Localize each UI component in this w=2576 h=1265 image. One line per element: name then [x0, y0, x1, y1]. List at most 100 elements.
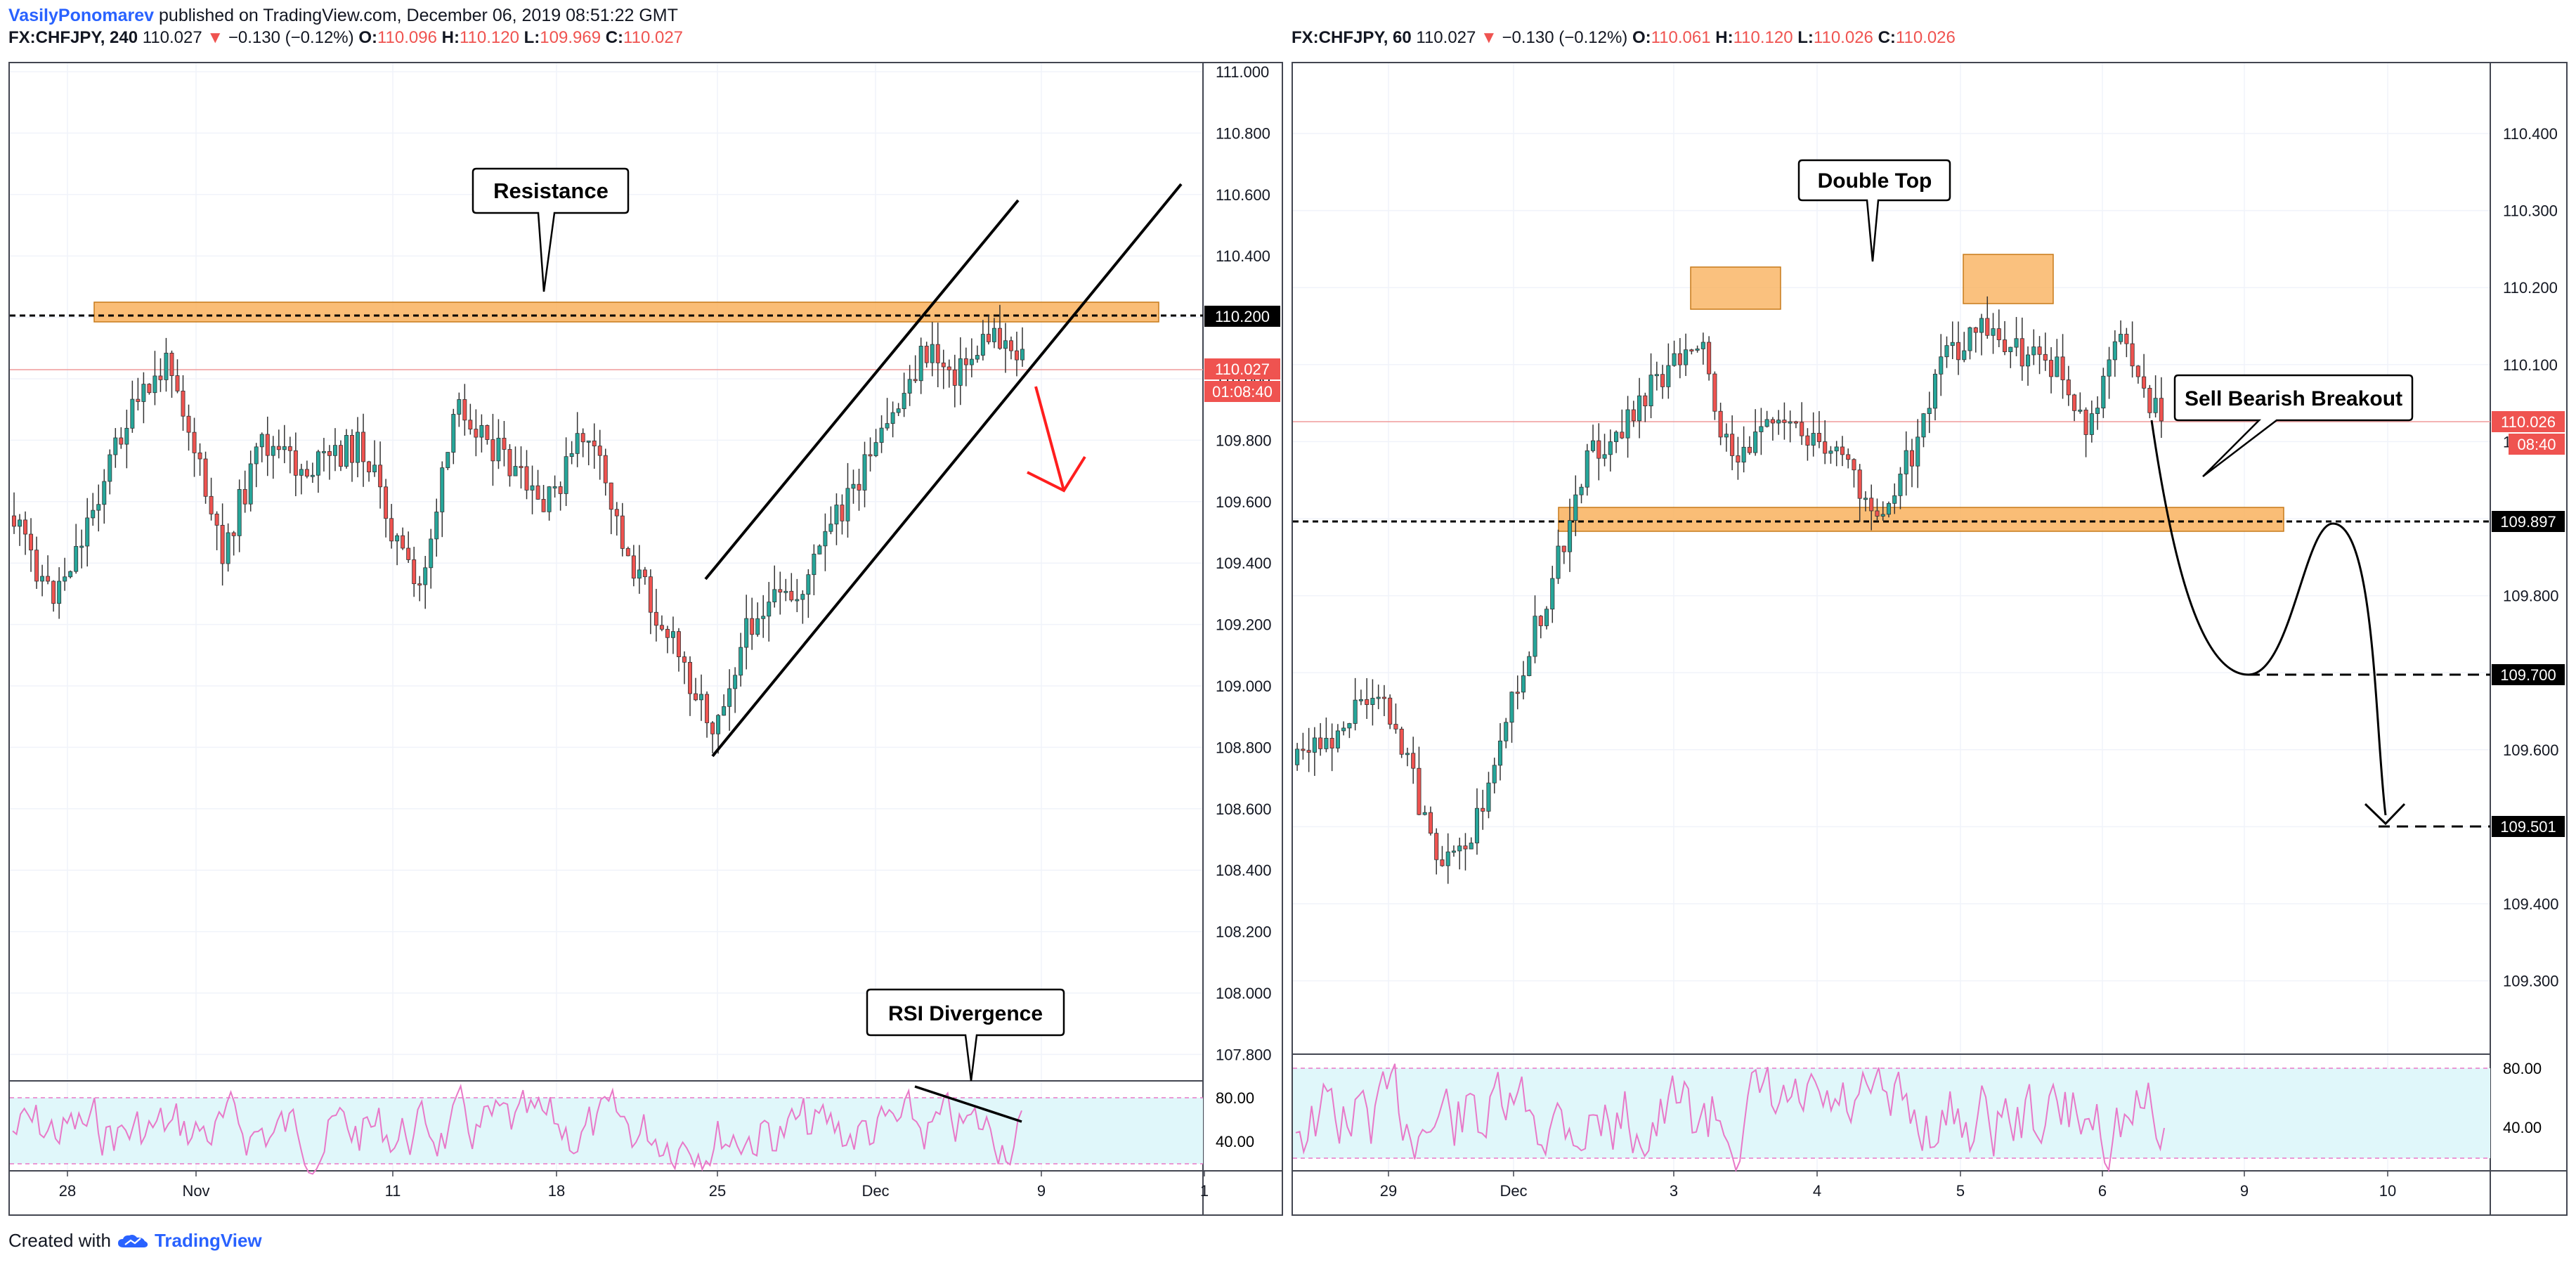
right-candle	[1497, 740, 1503, 766]
right-candle	[1469, 843, 1474, 850]
left-candle	[12, 515, 16, 527]
left-time-tick: 18	[548, 1182, 565, 1200]
right-candle	[1828, 450, 1833, 454]
double-top-box-2[interactable]	[1963, 254, 2054, 304]
right-candle	[1811, 433, 1816, 446]
resistance-zone[interactable]	[93, 301, 1159, 323]
left-candle	[569, 453, 574, 458]
left-candle	[74, 545, 79, 572]
left-price-tick: 110.600	[1216, 186, 1270, 204]
left-candle	[175, 375, 180, 391]
left-chart-panel[interactable]: Resistance RSI Divergence 111.000 110.800…	[8, 62, 1283, 1216]
left-rsi-tick-80: 80.00	[1216, 1089, 1254, 1107]
right-candle	[1637, 395, 1642, 422]
right-candle	[2083, 409, 2088, 435]
left-candle	[479, 424, 484, 438]
left-candle	[862, 454, 867, 491]
right-chart-canvas[interactable]: Double Top Sell Bearish Breakout 110.400…	[1293, 63, 2566, 1214]
right-candle	[1759, 426, 1764, 432]
right-price-axis[interactable]: 110.400110.300110.200110.100110.000109.9…	[2503, 125, 2559, 990]
tradingview-brand[interactable]: TradingView	[154, 1230, 262, 1251]
resistance-callout[interactable]	[471, 167, 630, 292]
left-candle	[164, 352, 169, 380]
left-candle	[1020, 349, 1024, 361]
left-candle	[761, 616, 766, 619]
left-candle	[558, 486, 563, 494]
right-candle	[1538, 616, 1543, 626]
right-candle	[2060, 356, 2065, 380]
left-price-tick: 109.000	[1216, 677, 1272, 695]
left-close: 110.027	[623, 28, 684, 47]
left-price-axis[interactable]: 111.000 110.800 110.600 110.400 110.200 110.0…	[1216, 63, 1272, 1063]
left-rsi-line	[12, 1084, 1022, 1175]
left-candle	[451, 414, 456, 453]
left-candle	[401, 535, 405, 549]
right-candle	[1712, 373, 1717, 412]
right-candle	[1973, 327, 1978, 333]
h-label: H:	[1715, 28, 1733, 47]
right-candle	[2049, 360, 2054, 377]
left-candle	[552, 486, 557, 488]
left-candle	[507, 449, 512, 476]
channel-lower-line[interactable]	[711, 183, 1183, 758]
left-chart-canvas[interactable]: Resistance RSI Divergence 111.000 110.800…	[10, 63, 1282, 1214]
author-link[interactable]: VasilyPonomarev	[8, 6, 155, 25]
right-candle	[2147, 387, 2152, 413]
left-candle	[91, 510, 96, 519]
right-candle	[1457, 845, 1462, 852]
sell-breakout-callout[interactable]	[2173, 374, 2414, 477]
left-candle	[665, 628, 670, 638]
left-candle	[575, 433, 580, 454]
right-rsi-tick-40: 40.00	[2503, 1119, 2542, 1136]
right-candle	[1736, 455, 1741, 462]
left-candle	[51, 580, 56, 604]
right-candle	[1816, 433, 1821, 442]
left-candle	[653, 611, 658, 626]
rsi-divergence-callout[interactable]	[866, 988, 1065, 1082]
rsi-divergence-line[interactable]	[914, 1085, 1022, 1123]
right-time-axis[interactable]: 29 Dec 3 4 5 6 9 10	[1380, 1171, 2396, 1200]
right-candle	[2002, 339, 2008, 352]
left-time-tick: 9	[1037, 1182, 1046, 1200]
channel-upper-line[interactable]	[704, 199, 1020, 580]
left-symbol[interactable]: FX:CHFJPY, 240	[8, 28, 138, 47]
left-candle	[580, 433, 585, 443]
right-time-tick: 6	[2098, 1182, 2107, 1200]
left-candle	[203, 458, 208, 497]
left-time-axis[interactable]: 28 Nov 11 18 25 Dec 9 1	[59, 1171, 1209, 1200]
left-grid	[10, 63, 1205, 1171]
left-candle	[631, 555, 636, 579]
right-chart-panel[interactable]: Double Top Sell Bearish Breakout 110.400…	[1292, 62, 2568, 1216]
left-candle	[817, 545, 822, 554]
left-candle	[130, 398, 135, 429]
left-candle	[372, 465, 377, 472]
right-candle	[2153, 398, 2158, 413]
right-candle	[1962, 350, 1967, 361]
left-candle	[659, 625, 664, 630]
left-low: 109.969	[540, 28, 601, 47]
left-candle	[772, 589, 777, 602]
left-candle	[496, 438, 501, 462]
sell-breakout-label: Sell Bearish Breakout	[2185, 387, 2402, 410]
right-candle	[1347, 723, 1352, 729]
left-candle	[474, 429, 479, 438]
left-candle	[57, 580, 62, 604]
double-top-callout[interactable]	[1797, 159, 1951, 262]
left-candle	[429, 538, 434, 569]
left-candle	[975, 355, 980, 360]
resistance-label: Resistance	[493, 179, 609, 203]
right-candle	[1776, 420, 1781, 424]
projection-path[interactable]	[2150, 420, 2387, 816]
double-top-box-1[interactable]	[1690, 266, 1781, 310]
support-zone[interactable]	[1558, 507, 2284, 532]
left-candle	[34, 550, 39, 582]
left-candle	[440, 467, 445, 512]
left-candle	[1015, 350, 1019, 361]
left-candle	[519, 466, 523, 468]
right-candle	[1654, 374, 1659, 377]
left-candle	[406, 547, 411, 560]
right-candle	[2055, 356, 2060, 377]
right-candle	[1886, 502, 1892, 515]
right-candle	[1718, 410, 1723, 438]
right-symbol[interactable]: FX:CHFJPY, 60	[1292, 28, 1412, 47]
